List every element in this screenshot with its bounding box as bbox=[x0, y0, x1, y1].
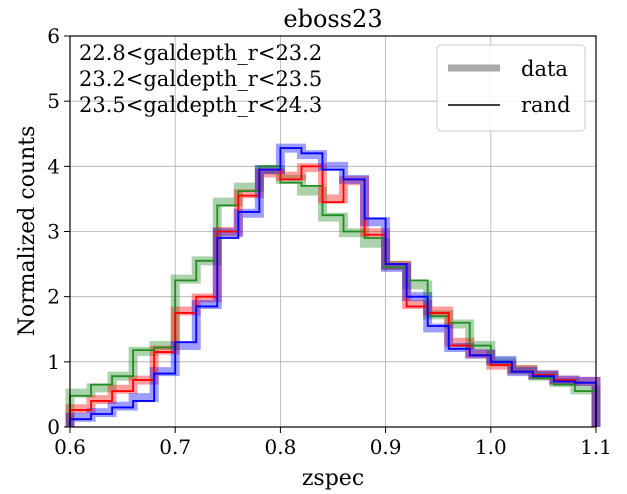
chart-title: eboss23 bbox=[283, 5, 382, 33]
y-axis-title: Normalized counts bbox=[15, 126, 40, 337]
x-tick-label: 0.8 bbox=[264, 435, 296, 459]
series-annotations: 22.8<galdepth_r<23.2 23.2<galdepth_r<23.… bbox=[79, 41, 322, 117]
rand-histogram-3 bbox=[69, 147, 597, 427]
ticks: 0.6 0.7 0.8 0.9 1.0 1.1 0 1 2 3 4 5 6 bbox=[47, 24, 612, 459]
y-tick-label: 5 bbox=[47, 89, 60, 113]
series-label-1: 22.8<galdepth_r<23.2 bbox=[79, 41, 322, 65]
data-histogram-2 bbox=[65, 163, 601, 427]
x-tick-label: 0.9 bbox=[370, 435, 402, 459]
y-tick-label: 1 bbox=[47, 350, 60, 374]
y-tick-label: 0 bbox=[47, 415, 60, 439]
x-tick-label: 1.0 bbox=[475, 435, 507, 459]
x-tick-label: 1.1 bbox=[580, 435, 612, 459]
x-tick-label: 0.7 bbox=[159, 435, 191, 459]
data-histogram-3 bbox=[65, 143, 601, 427]
y-tick-label: 6 bbox=[47, 24, 60, 48]
x-tick-label: 0.6 bbox=[54, 435, 86, 459]
y-tick-label: 2 bbox=[47, 285, 60, 309]
legend: data rand bbox=[436, 44, 586, 132]
series-label-3: 23.5<galdepth_r<24.3 bbox=[79, 93, 322, 117]
legend-rand-label: rand bbox=[521, 93, 571, 117]
y-tick-label: 4 bbox=[47, 154, 60, 178]
y-tick-label: 3 bbox=[47, 220, 60, 244]
x-axis-title: zspec bbox=[302, 466, 364, 491]
histograms bbox=[65, 143, 601, 427]
legend-data-label: data bbox=[521, 57, 568, 81]
data-histogram-1 bbox=[65, 165, 601, 427]
series-label-2: 23.2<galdepth_r<23.5 bbox=[79, 67, 322, 91]
